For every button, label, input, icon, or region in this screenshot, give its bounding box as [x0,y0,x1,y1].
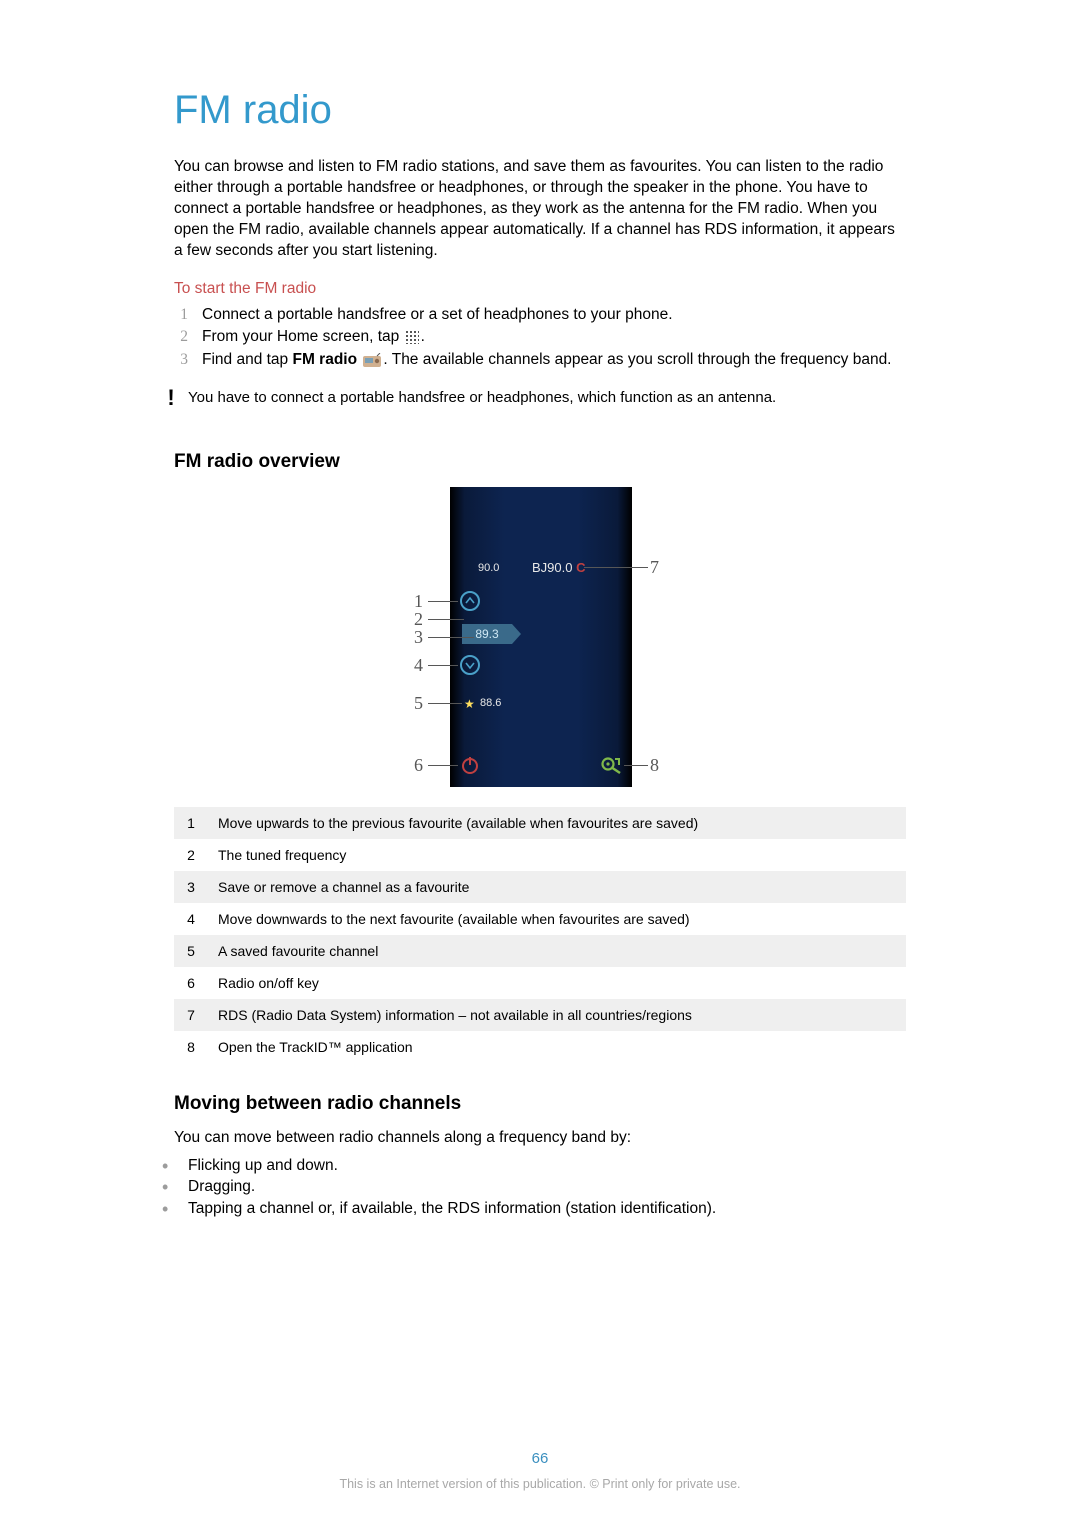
legend-num: 5 [174,935,208,967]
step-2-text-a: From your Home screen, tap [202,328,404,345]
step-1: 1Connect a portable handsfree or a set o… [174,304,906,326]
antenna-note-text: You have to connect a portable handsfree… [182,387,776,406]
step-2-text-b: . [421,328,425,345]
step-2: 2 From your Home screen, tap . [174,326,906,348]
callout-4: 4 [414,655,423,676]
legend-text: Move upwards to the previous favourite (… [208,807,906,839]
moving-bullets: Flicking up and down. Dragging. Tapping … [174,1155,906,1220]
callout-8: 8 [650,755,659,776]
prev-fav-icon [460,591,480,611]
favourite-star-icon: ★ [464,697,475,711]
overview-figure: 90.0 BJ90.0 C 89.3 ★ 88.6 [174,487,906,787]
rds-label: BJ90.0 C [532,560,586,575]
callout-3: 3 [414,627,423,648]
antenna-note: ! You have to connect a portable handsfr… [160,387,906,409]
favourite-channel: 88.6 [480,697,501,709]
overview-heading: FM radio overview [174,451,906,473]
start-steps: 1Connect a portable handsfree or a set o… [174,304,906,371]
legend-num: 7 [174,999,208,1031]
bullet-flick: Flicking up and down. [160,1155,906,1177]
legend-text: A saved favourite channel [208,935,906,967]
fm-radio-icon [363,353,381,367]
legend-text: Open the TrackID™ application [208,1031,906,1063]
legend-row: 7RDS (Radio Data System) information – n… [174,999,906,1031]
legend-num: 3 [174,871,208,903]
moving-heading: Moving between radio channels [174,1093,906,1115]
warning-icon: ! [160,387,182,409]
legend-row: 3Save or remove a channel as a favourite [174,871,906,903]
bullet-tap: Tapping a channel or, if available, the … [160,1198,906,1220]
page-title: FM radio [174,88,906,133]
legend-num: 1 [174,807,208,839]
legend-row: 1Move upwards to the previous favourite … [174,807,906,839]
next-fav-icon [460,655,480,675]
callout-7: 7 [650,557,659,578]
start-fm-heading: To start the FM radio [174,280,906,298]
bullet-drag: Dragging. [160,1176,906,1198]
legend-table: 1Move upwards to the previous favourite … [174,807,906,1063]
app-grid-icon [406,331,419,344]
legend-row: 4Move downwards to the next favourite (a… [174,903,906,935]
legend-text: Radio on/off key [208,967,906,999]
power-icon [460,755,480,775]
trackid-icon [600,753,622,775]
intro-paragraph: You can browse and listen to FM radio st… [174,157,906,262]
legend-num: 6 [174,967,208,999]
legend-row: 2The tuned frequency [174,839,906,871]
step-3-bold: FM radio [292,351,357,368]
step-3: 3 Find and tap FM radio . The available … [174,349,906,371]
legend-text: RDS (Radio Data System) information – no… [208,999,906,1031]
step-1-text: Connect a portable handsfree or a set of… [202,306,673,323]
moving-intro: You can move between radio channels alon… [174,1129,906,1147]
legend-row: 8Open the TrackID™ application [174,1031,906,1063]
legend-num: 8 [174,1031,208,1063]
legend-text: The tuned frequency [208,839,906,871]
legend-row: 6Radio on/off key [174,967,906,999]
legend-text: Move downwards to the next favourite (av… [208,903,906,935]
tuned-frequency: 89.3 [462,624,512,644]
legend-text: Save or remove a channel as a favourite [208,871,906,903]
step-3-text-a: Find and tap [202,351,292,368]
phone-screen: 90.0 BJ90.0 C 89.3 ★ 88.6 [450,487,632,787]
callout-6: 6 [414,755,423,776]
page-number: 66 [0,1450,1080,1467]
step-3-text-b: . The available channels appear as you s… [383,351,891,368]
callout-5: 5 [414,693,423,714]
legend-row: 5A saved favourite channel [174,935,906,967]
legend-num: 4 [174,903,208,935]
legend-num: 2 [174,839,208,871]
footer-text: This is an Internet version of this publ… [0,1477,1080,1491]
freq-90: 90.0 [478,562,499,574]
